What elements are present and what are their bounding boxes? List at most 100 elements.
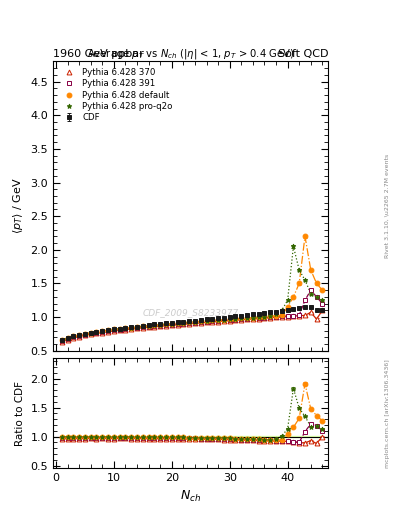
Pythia 6.428 391 [181,321,186,327]
Pythia 6.428 370 [198,320,203,326]
Pythia 6.428 default [163,321,168,327]
Title: Average $p_T$ vs $N_{ch}$ ($|\eta|$ < 1, $p_T$ > 0.4 GeV): Average $p_T$ vs $N_{ch}$ ($|\eta|$ < 1,… [87,48,294,61]
Line: Pythia 6.428 pro-q2o: Pythia 6.428 pro-q2o [59,244,325,343]
Pythia 6.428 370 [77,333,81,339]
X-axis label: $N_{ch}$: $N_{ch}$ [180,489,201,504]
Pythia 6.428 pro-q2o [198,318,203,325]
Pythia 6.428 default [204,318,209,324]
Pythia 6.428 370 [256,315,261,322]
Pythia 6.428 391 [193,319,197,326]
Line: Pythia 6.428 370: Pythia 6.428 370 [59,308,325,345]
Pythia 6.428 default [274,313,278,319]
Pythia 6.428 370 [112,328,116,334]
Pythia 6.428 default [152,322,157,328]
Pythia 6.428 391 [112,327,116,333]
Pythia 6.428 pro-q2o [250,314,255,321]
Pythia 6.428 391 [216,318,220,324]
Pythia 6.428 370 [222,318,226,324]
Pythia 6.428 391 [303,297,307,303]
Text: mcplots.cern.ch [arXiv:1306.3436]: mcplots.cern.ch [arXiv:1306.3436] [385,359,389,468]
Pythia 6.428 default [233,316,238,322]
Pythia 6.428 391 [227,317,232,323]
Pythia 6.428 default [285,304,290,310]
Pythia 6.428 default [320,287,325,293]
Pythia 6.428 pro-q2o [163,321,168,327]
Pythia 6.428 default [279,312,284,318]
Pythia 6.428 391 [297,312,301,318]
Pythia 6.428 default [71,333,76,339]
Pythia 6.428 370 [210,319,215,325]
Pythia 6.428 pro-q2o [117,326,122,332]
Pythia 6.428 391 [175,321,180,327]
Pythia 6.428 370 [303,312,307,318]
Line: Pythia 6.428 391: Pythia 6.428 391 [59,288,325,344]
Pythia 6.428 391 [320,301,325,307]
Pythia 6.428 370 [274,314,278,321]
Pythia 6.428 391 [291,312,296,318]
Pythia 6.428 pro-q2o [297,267,301,273]
Pythia 6.428 pro-q2o [65,335,70,341]
Pythia 6.428 391 [117,327,122,333]
Pythia 6.428 pro-q2o [303,277,307,283]
Pythia 6.428 391 [88,330,93,336]
Pythia 6.428 370 [279,314,284,320]
Pythia 6.428 391 [146,324,151,330]
Pythia 6.428 pro-q2o [204,318,209,324]
Pythia 6.428 370 [88,331,93,337]
Pythia 6.428 370 [239,317,244,323]
Pythia 6.428 default [193,318,197,325]
Pythia 6.428 391 [239,316,244,322]
Pythia 6.428 370 [123,327,128,333]
Pythia 6.428 391 [100,329,105,335]
Pythia 6.428 pro-q2o [222,316,226,323]
Pythia 6.428 370 [250,316,255,322]
Pythia 6.428 391 [198,319,203,325]
Pythia 6.428 pro-q2o [181,319,186,326]
Pythia 6.428 370 [297,313,301,319]
Pythia 6.428 pro-q2o [274,311,278,317]
Pythia 6.428 default [59,337,64,344]
Pythia 6.428 370 [83,332,87,338]
Pythia 6.428 pro-q2o [106,327,110,333]
Pythia 6.428 default [181,319,186,326]
Y-axis label: Ratio to CDF: Ratio to CDF [15,381,25,446]
Pythia 6.428 default [216,317,220,323]
Pythia 6.428 default [314,281,319,287]
Pythia 6.428 default [65,335,70,341]
Pythia 6.428 pro-q2o [239,315,244,322]
Pythia 6.428 391 [65,336,70,342]
Pythia 6.428 pro-q2o [71,333,76,339]
Pythia 6.428 pro-q2o [210,317,215,324]
Pythia 6.428 default [146,323,151,329]
Pythia 6.428 370 [262,315,267,321]
Pythia 6.428 391 [59,338,64,345]
Pythia 6.428 370 [169,322,174,328]
Text: Soft QCD: Soft QCD [278,49,328,59]
Pythia 6.428 370 [314,316,319,322]
Pythia 6.428 391 [123,326,128,332]
Pythia 6.428 370 [268,315,273,321]
Pythia 6.428 pro-q2o [233,316,238,322]
Pythia 6.428 default [291,294,296,300]
Pythia 6.428 391 [140,324,145,330]
Pythia 6.428 370 [291,313,296,319]
Pythia 6.428 default [297,281,301,287]
Pythia 6.428 default [129,325,134,331]
Pythia 6.428 pro-q2o [314,294,319,300]
Pythia 6.428 default [175,320,180,326]
Pythia 6.428 pro-q2o [146,323,151,329]
Pythia 6.428 default [106,327,110,333]
Pythia 6.428 391 [106,328,110,334]
Pythia 6.428 391 [222,317,226,324]
Text: Rivet 3.1.10, \u2265 2.7M events: Rivet 3.1.10, \u2265 2.7M events [385,154,389,258]
Pythia 6.428 391 [250,315,255,322]
Pythia 6.428 default [222,316,226,323]
Pythia 6.428 default [100,328,105,334]
Pythia 6.428 pro-q2o [320,297,325,303]
Pythia 6.428 pro-q2o [279,307,284,313]
Pythia 6.428 370 [129,326,134,332]
Pythia 6.428 pro-q2o [88,330,93,336]
Pythia 6.428 pro-q2o [135,324,140,330]
Pythia 6.428 391 [77,333,81,339]
Pythia 6.428 370 [100,330,105,336]
